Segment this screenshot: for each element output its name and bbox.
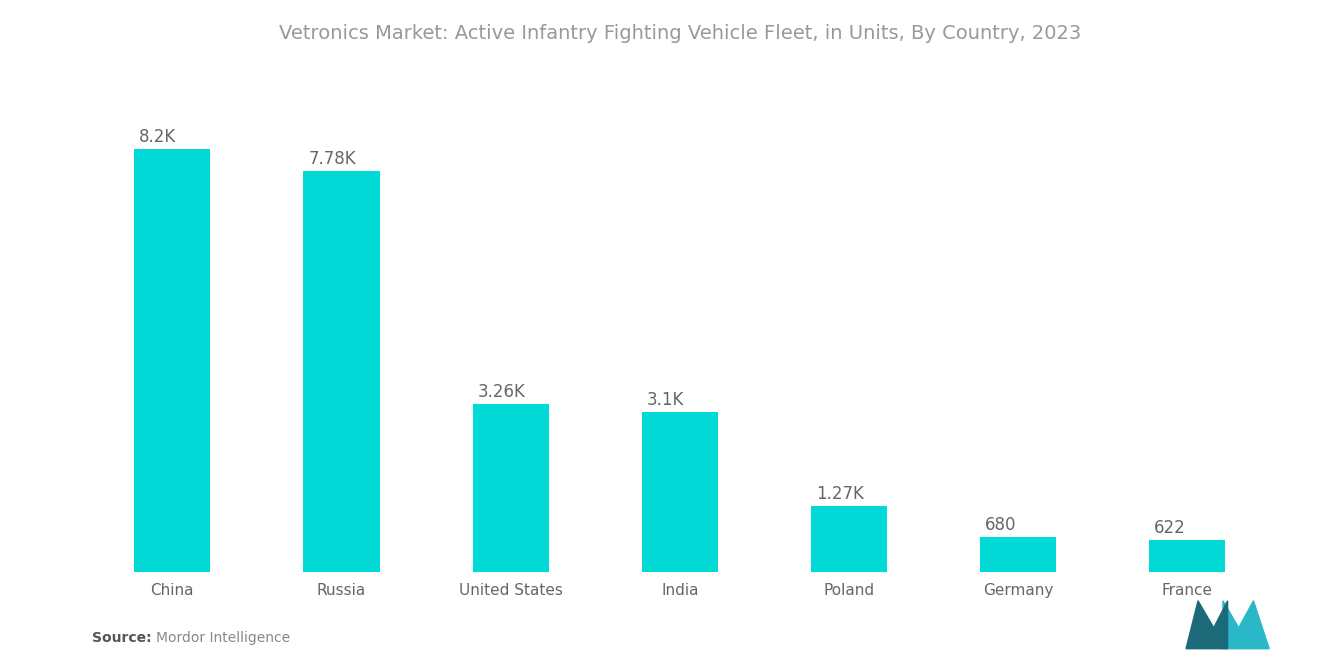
Text: 8.2K: 8.2K <box>140 128 177 146</box>
Text: Mordor Intelligence: Mordor Intelligence <box>156 631 290 645</box>
Text: 680: 680 <box>985 516 1016 534</box>
Title: Vetronics Market: Active Infantry Fighting Vehicle Fleet, in Units, By Country, : Vetronics Market: Active Infantry Fighti… <box>279 24 1081 43</box>
Bar <box>810 507 887 572</box>
Polygon shape <box>1185 601 1228 649</box>
Text: 622: 622 <box>1155 519 1187 537</box>
Bar <box>642 412 718 572</box>
Bar <box>135 149 210 572</box>
Bar <box>304 171 380 572</box>
Text: Source:: Source: <box>92 631 152 645</box>
Polygon shape <box>1222 601 1270 649</box>
Text: 7.78K: 7.78K <box>309 150 356 168</box>
Bar <box>473 404 549 572</box>
Bar <box>1150 540 1225 572</box>
Bar <box>979 537 1056 572</box>
Text: 3.26K: 3.26K <box>478 382 525 401</box>
Text: 3.1K: 3.1K <box>647 391 684 409</box>
Text: 1.27K: 1.27K <box>816 485 863 503</box>
